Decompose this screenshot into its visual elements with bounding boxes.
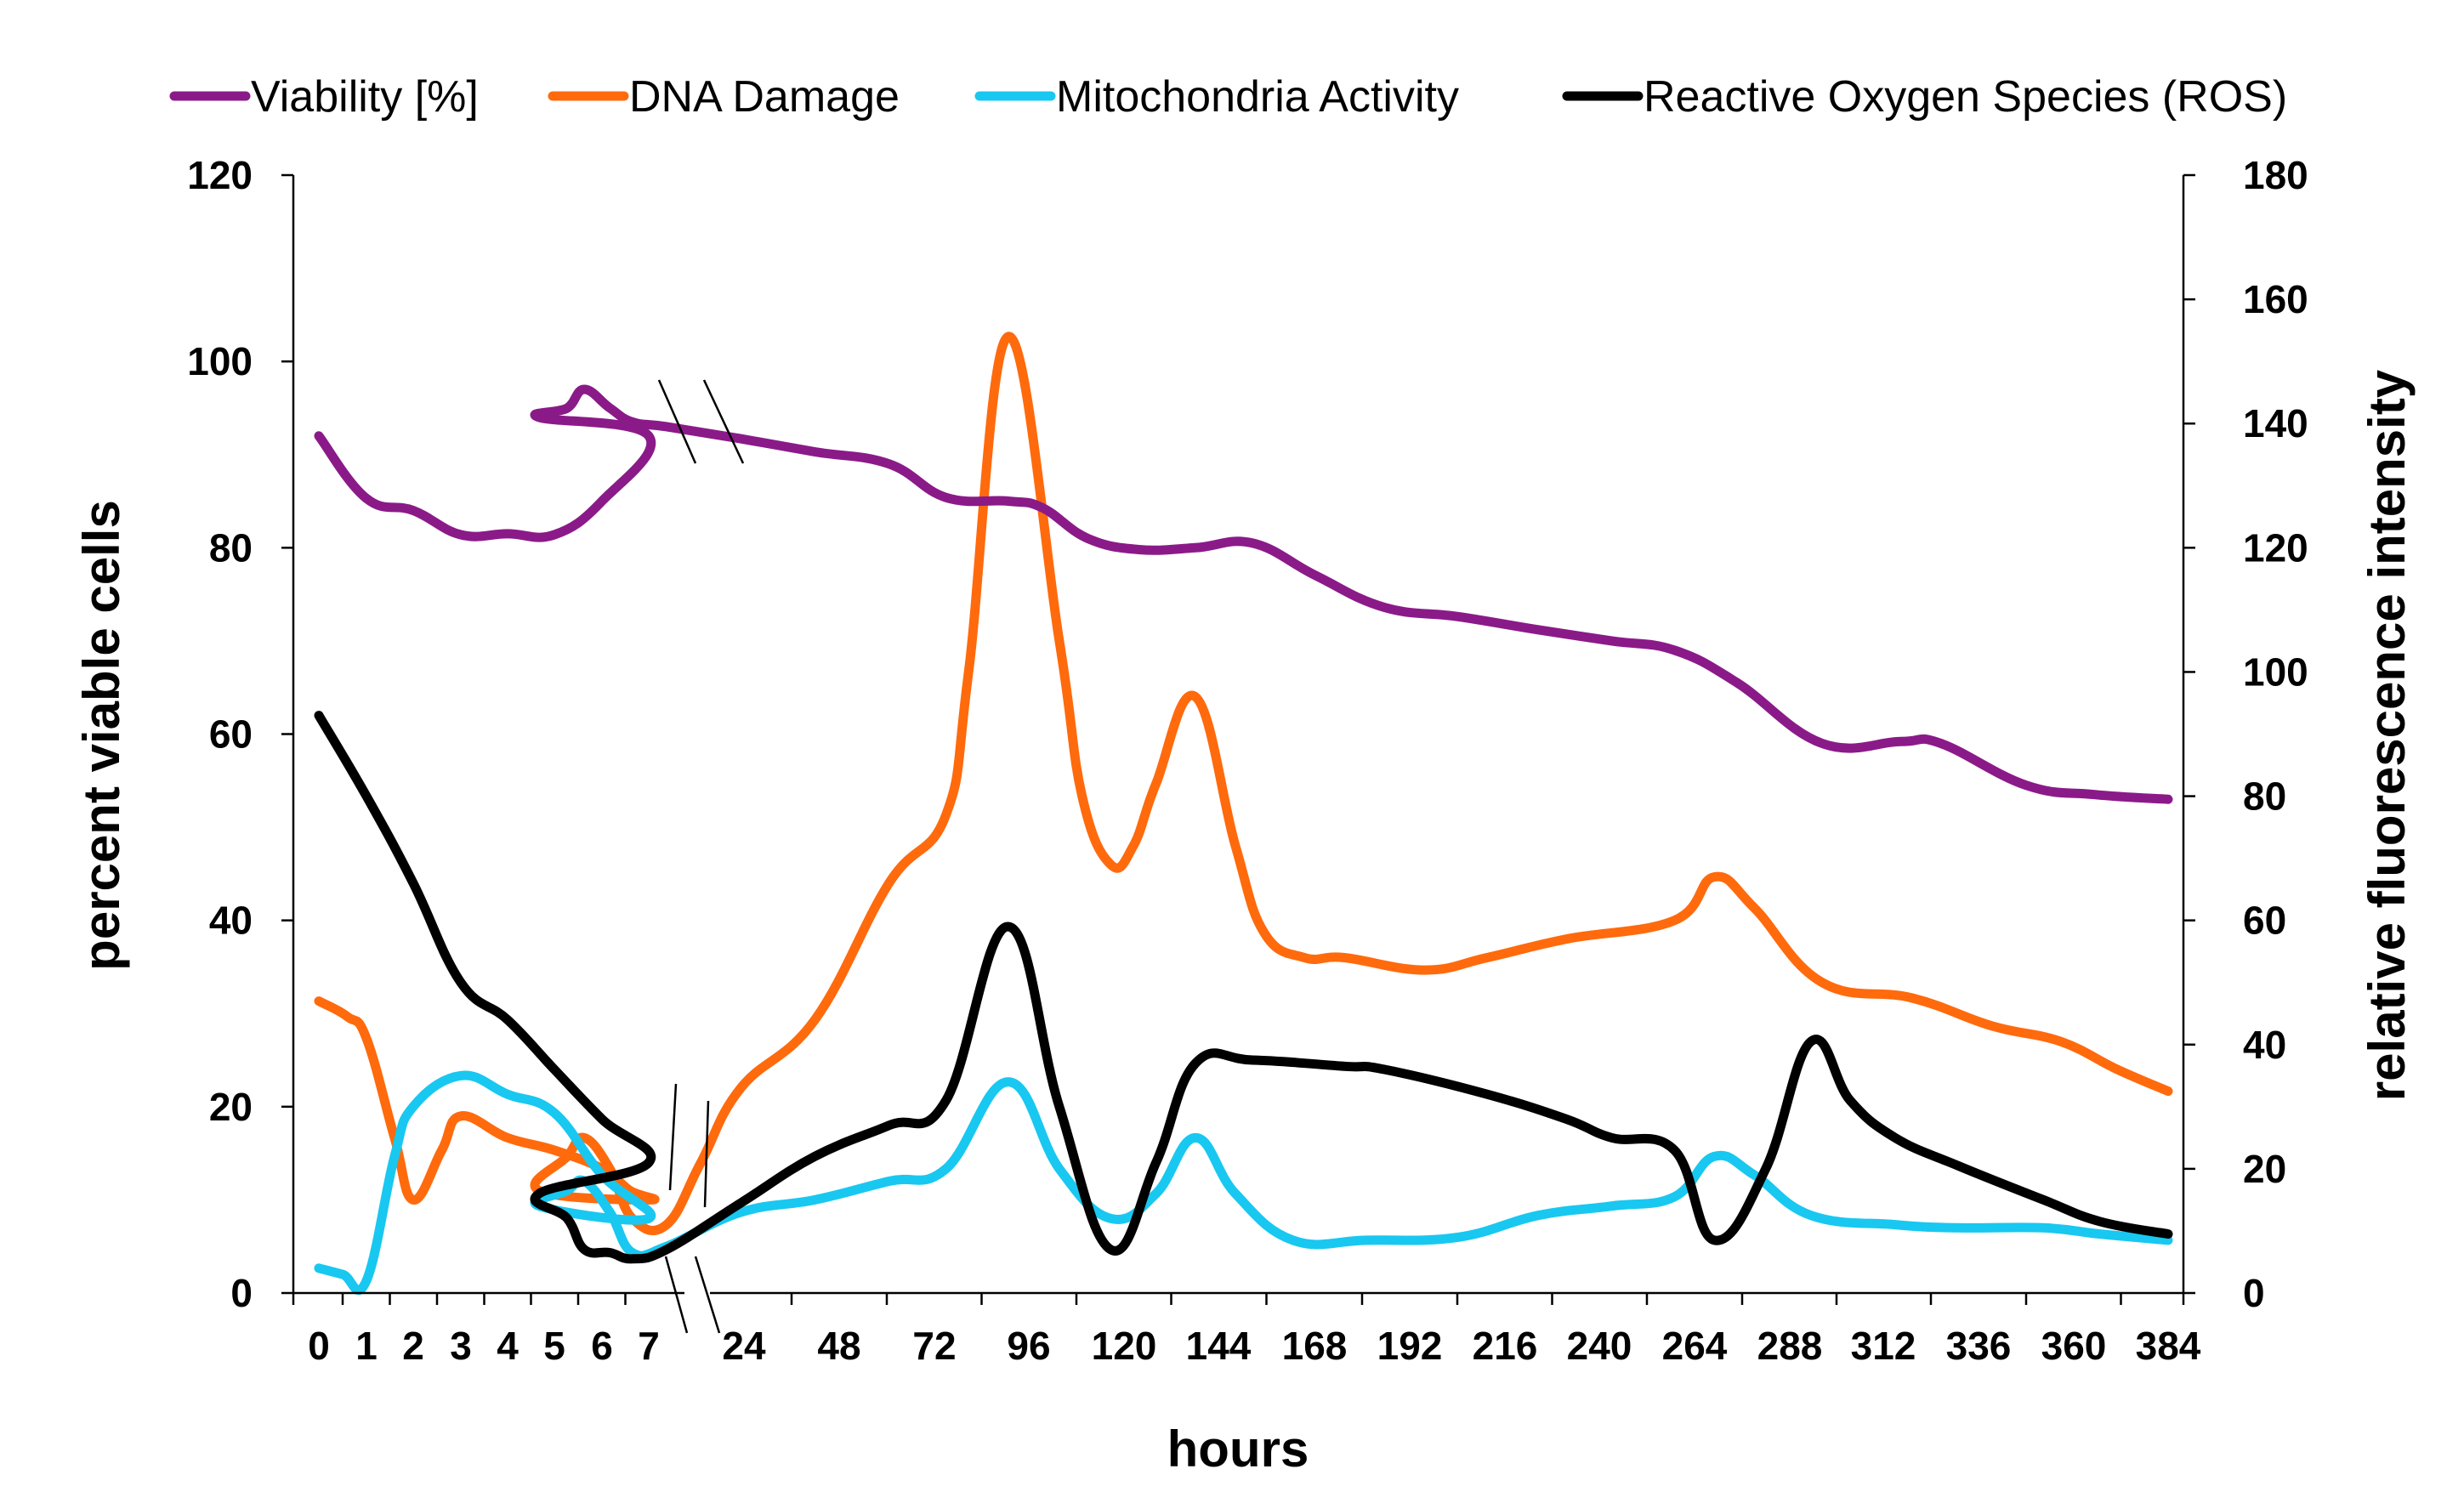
x-tick-label: 336 — [1946, 1324, 2012, 1368]
legend-label: Mitochondria Activity — [1056, 72, 1459, 122]
legend-label: Viability [%] — [251, 72, 479, 122]
x-tick-label: 312 — [1851, 1324, 1916, 1368]
x-tick-label: 264 — [1662, 1324, 1728, 1368]
axes-layer — [292, 175, 2185, 1295]
series-line-reactive-oxygen-species-ros — [314, 711, 2173, 1264]
x-tick-label: 192 — [1377, 1324, 1443, 1368]
axis-break-marks — [657, 379, 745, 1334]
x-tick-label: 24 — [722, 1324, 766, 1368]
series-line-mitochondria-activity — [314, 1070, 2173, 1296]
x-tick-label: 4 — [497, 1324, 519, 1368]
right-y-tick-label: 180 — [2243, 153, 2308, 197]
x-tick-label: 72 — [912, 1324, 956, 1368]
x-tick-label: 168 — [1282, 1324, 1348, 1368]
ticks-layer: 0 20 40 60 80 100 120 0 20 40 60 80 100 120 140 160 180 0… — [187, 153, 2308, 1368]
right-y-tick-label: 20 — [2243, 1147, 2286, 1191]
right-y-tick-label: 60 — [2243, 899, 2286, 943]
series-line-viability — [314, 384, 2173, 804]
right-y-tick-label: 140 — [2243, 401, 2308, 445]
x-tick-label: 384 — [2136, 1324, 2201, 1368]
left-y-tick-label: 60 — [209, 712, 253, 757]
left-y-axis-title: percent viable cells — [73, 500, 130, 971]
right-y-tick-label: 80 — [2243, 774, 2286, 819]
series-layer — [314, 332, 2173, 1296]
legend-label: DNA Damage — [629, 72, 900, 122]
series-break-slash-upper — [702, 379, 745, 464]
x-tick-label: 216 — [1473, 1324, 1538, 1368]
x-tick-label: 1 — [355, 1324, 378, 1368]
x-tick-label: 360 — [2041, 1324, 2107, 1368]
legend: Viability [%] DNA Damage Mitochondria Acti… — [169, 72, 2287, 122]
left-y-tick-label: 40 — [209, 899, 253, 943]
x-tick-label: 2 — [402, 1324, 424, 1368]
series-line-dna-damage — [314, 332, 2173, 1236]
legend-item: Mitochondria Activity — [974, 72, 1459, 122]
x-tick-label: 0 — [308, 1324, 330, 1368]
x-tick-label: 288 — [1757, 1324, 1823, 1368]
right-y-tick-label: 0 — [2243, 1271, 2265, 1315]
legend-item: Viability [%] — [169, 72, 479, 122]
x-tick-label: 240 — [1567, 1324, 1632, 1368]
x-tick-label: 7 — [638, 1324, 660, 1368]
legend-label: Reactive Oxygen Species (ROS) — [1644, 72, 2287, 122]
series-break-slash-upper — [657, 379, 697, 464]
right-y-tick-label: 100 — [2243, 649, 2308, 694]
x-tick-label: 5 — [543, 1324, 565, 1368]
left-y-tick-label: 80 — [209, 525, 253, 570]
right-y-tick-label: 160 — [2243, 277, 2308, 321]
x-axis-break-slash — [664, 1256, 689, 1334]
left-y-tick-label: 100 — [187, 339, 253, 383]
x-axis-break-gap — [686, 1288, 708, 1298]
x-axis-title: hours — [1167, 1421, 1309, 1477]
x-tick-label: 144 — [1186, 1324, 1252, 1368]
x-axis-break-slash — [694, 1256, 721, 1334]
left-y-tick-label: 20 — [209, 1085, 253, 1129]
left-y-tick-label: 0 — [230, 1271, 253, 1315]
right-y-tick-label: 120 — [2243, 525, 2308, 570]
x-tick-label: 3 — [450, 1324, 472, 1368]
x-tick-label: 120 — [1092, 1324, 1157, 1368]
x-tick-label: 96 — [1007, 1324, 1050, 1368]
right-y-axis-title: relative fluorescence intensity — [2359, 369, 2416, 1101]
right-y-tick-label: 40 — [2243, 1023, 2286, 1067]
series-break-slash-lower — [703, 1100, 710, 1208]
series-break-slash-lower — [668, 1083, 678, 1191]
left-y-tick-label: 120 — [187, 153, 253, 197]
x-tick-label: 6 — [591, 1324, 613, 1368]
x-tick-label: 48 — [817, 1324, 860, 1368]
legend-item: DNA Damage — [548, 72, 900, 122]
legend-item: Reactive Oxygen Species (ROS) — [1562, 72, 2287, 122]
